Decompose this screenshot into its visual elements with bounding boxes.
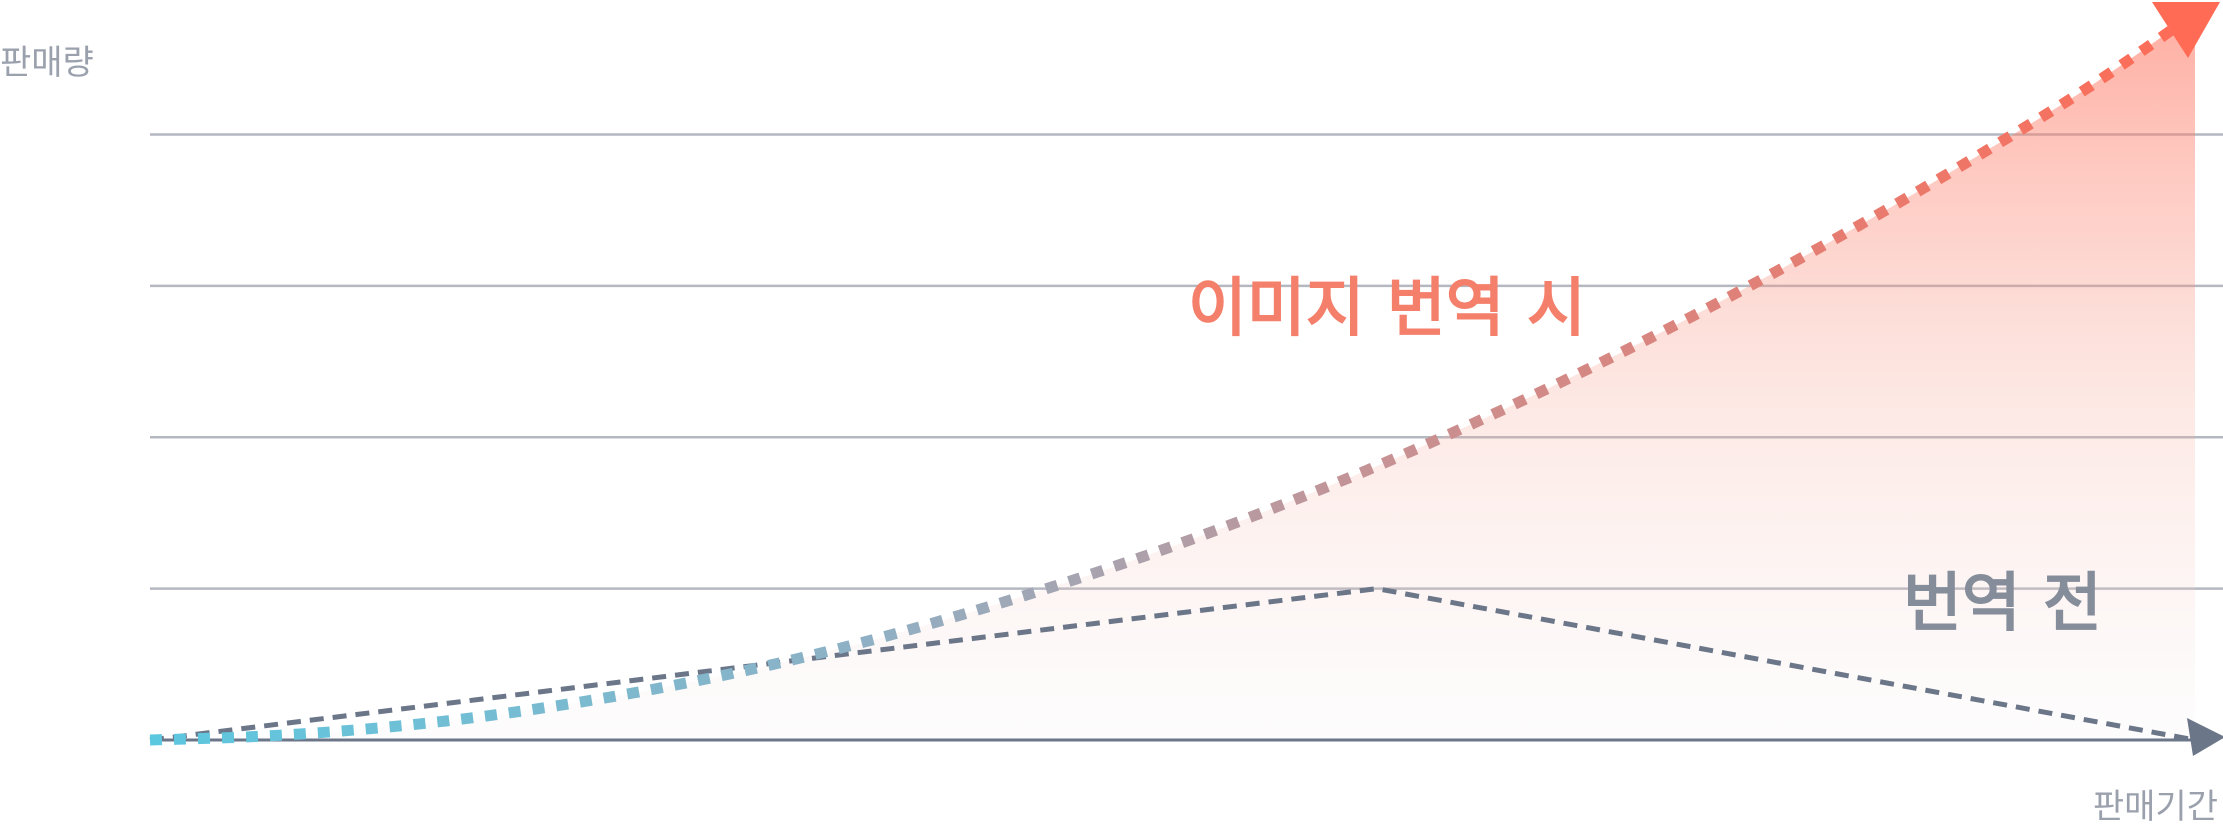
y-axis-title: 판매량 [0,43,94,83]
series-arrow-translated [2152,2,2220,58]
growth-area-fill [150,13,2195,741]
labels: 판매량 판매기간 이미지 번역 시 번역 전 [0,43,2218,827]
series-label-translated: 이미지 번역 시 [1188,272,1586,346]
series-line-translated [149,8,2199,746]
series-lines [149,2,2223,756]
series-label-before: 번역 전 [1903,567,2102,641]
series-arrow-before [2187,718,2223,756]
x-axis-title: 판매기간 [2093,787,2218,827]
